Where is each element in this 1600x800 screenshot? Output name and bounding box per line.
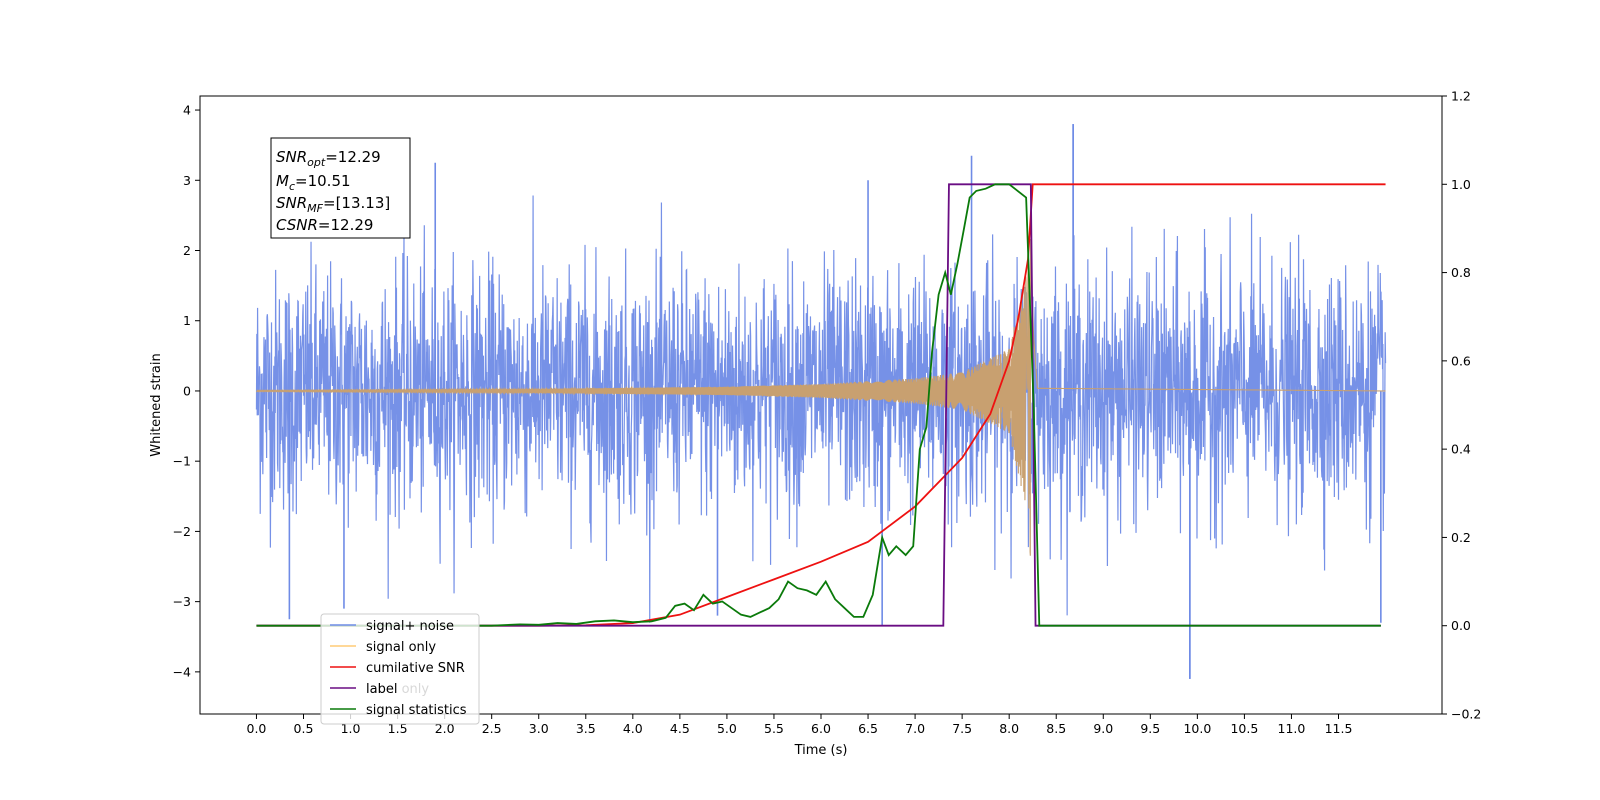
x-tick-label: 2.0 (435, 721, 455, 736)
x-tick-label: 10.0 (1183, 721, 1211, 736)
series-signal-only (255, 238, 1386, 556)
x-tick-label: 2.5 (482, 721, 502, 736)
y2-tick-label: 1.0 (1451, 177, 1471, 192)
x-tick-label: 9.5 (1140, 721, 1160, 736)
y-tick-label: 3 (183, 173, 191, 188)
y2-tick-label: 0.8 (1451, 265, 1471, 280)
y-tick-label: −4 (173, 664, 191, 679)
legend-label-label-only: label only (366, 682, 429, 697)
x-tick-label: 6.5 (858, 721, 878, 736)
legend-label-signal-only: signal only (366, 640, 436, 655)
x-tick-label: 0.5 (294, 721, 314, 736)
x-tick-label: 8.5 (1046, 721, 1066, 736)
annotation-box: SNRopt=12.29 Mc=10.51 SNRMF=[13.13] CSNR… (270, 137, 411, 239)
legend-label-signal-statistics: signal statistics (366, 703, 467, 718)
x-tick-label: 1.0 (341, 721, 361, 736)
x-tick-label: 4.5 (670, 721, 690, 736)
annotation-snr-mf: SNRMF=[13.13] (276, 194, 390, 215)
x-tick-label: 10.5 (1230, 721, 1258, 736)
y-tick-label: 0 (183, 383, 191, 398)
y2-tick-label: 1.2 (1451, 89, 1471, 104)
x-tick-label: 1.5 (388, 721, 408, 736)
y2-tick-label: 0.4 (1451, 442, 1471, 457)
y2-tick-label: 0.0 (1451, 618, 1471, 633)
x-tick-label: 6.0 (811, 721, 831, 736)
y-tick-label: 4 (183, 103, 191, 118)
x-tick-label: 7.0 (905, 721, 925, 736)
annotation-frame (270, 137, 411, 239)
x-tick-label: 3.5 (576, 721, 596, 736)
legend-label-cumulative-snr: cumilative SNR (366, 661, 465, 676)
legend-label-label: label (366, 682, 397, 697)
y-tick-label: −1 (173, 454, 191, 469)
x-tick-label: 5.5 (764, 721, 784, 736)
x-tick-label: 4.0 (623, 721, 643, 736)
series-signal-statistics (256, 183, 1381, 627)
series-layer (255, 124, 1387, 679)
y2-tick-label: 0.2 (1451, 530, 1471, 545)
legend: signal+ noise signal only cumilative SNR… (320, 613, 480, 725)
axes-layer: 0.0 0.5 1.0 1.5 2.0 2.5 3.0 3.5 4.0 4.5 5.0 5.5 6.0 6… (173, 89, 1482, 737)
x-tick-label: 0.0 (247, 721, 267, 736)
legend-label-signal-noise: signal+ noise (366, 619, 454, 634)
x-tick-label: 5.0 (717, 721, 737, 736)
x-tick-label: 11.0 (1278, 721, 1306, 736)
x-tick-label: 9.0 (1093, 721, 1113, 736)
x-axis-label: Time (s) (794, 743, 848, 758)
annotation-snr-opt: SNRopt=12.29 (276, 148, 381, 169)
annotation-csnr: CSNR=12.29 (276, 216, 373, 234)
legend-frame (320, 613, 480, 725)
y-tick-label: −2 (173, 524, 191, 539)
annotation-mc: Mc=10.51 (276, 172, 351, 193)
y-tick-label: 1 (183, 313, 191, 328)
y-axis-label: Whitened strain (149, 353, 164, 456)
y2-tick-label: 0.6 (1451, 353, 1471, 368)
x-tick-label: 11.5 (1325, 721, 1353, 736)
y2-tick-label: −0.2 (1451, 707, 1481, 722)
y-tick-label: 2 (183, 243, 191, 258)
x-tick-label: 3.0 (529, 721, 549, 736)
x-tick-label: 8.0 (999, 721, 1019, 736)
x-tick-label: 7.5 (952, 721, 972, 736)
y-tick-label: −3 (173, 594, 191, 609)
